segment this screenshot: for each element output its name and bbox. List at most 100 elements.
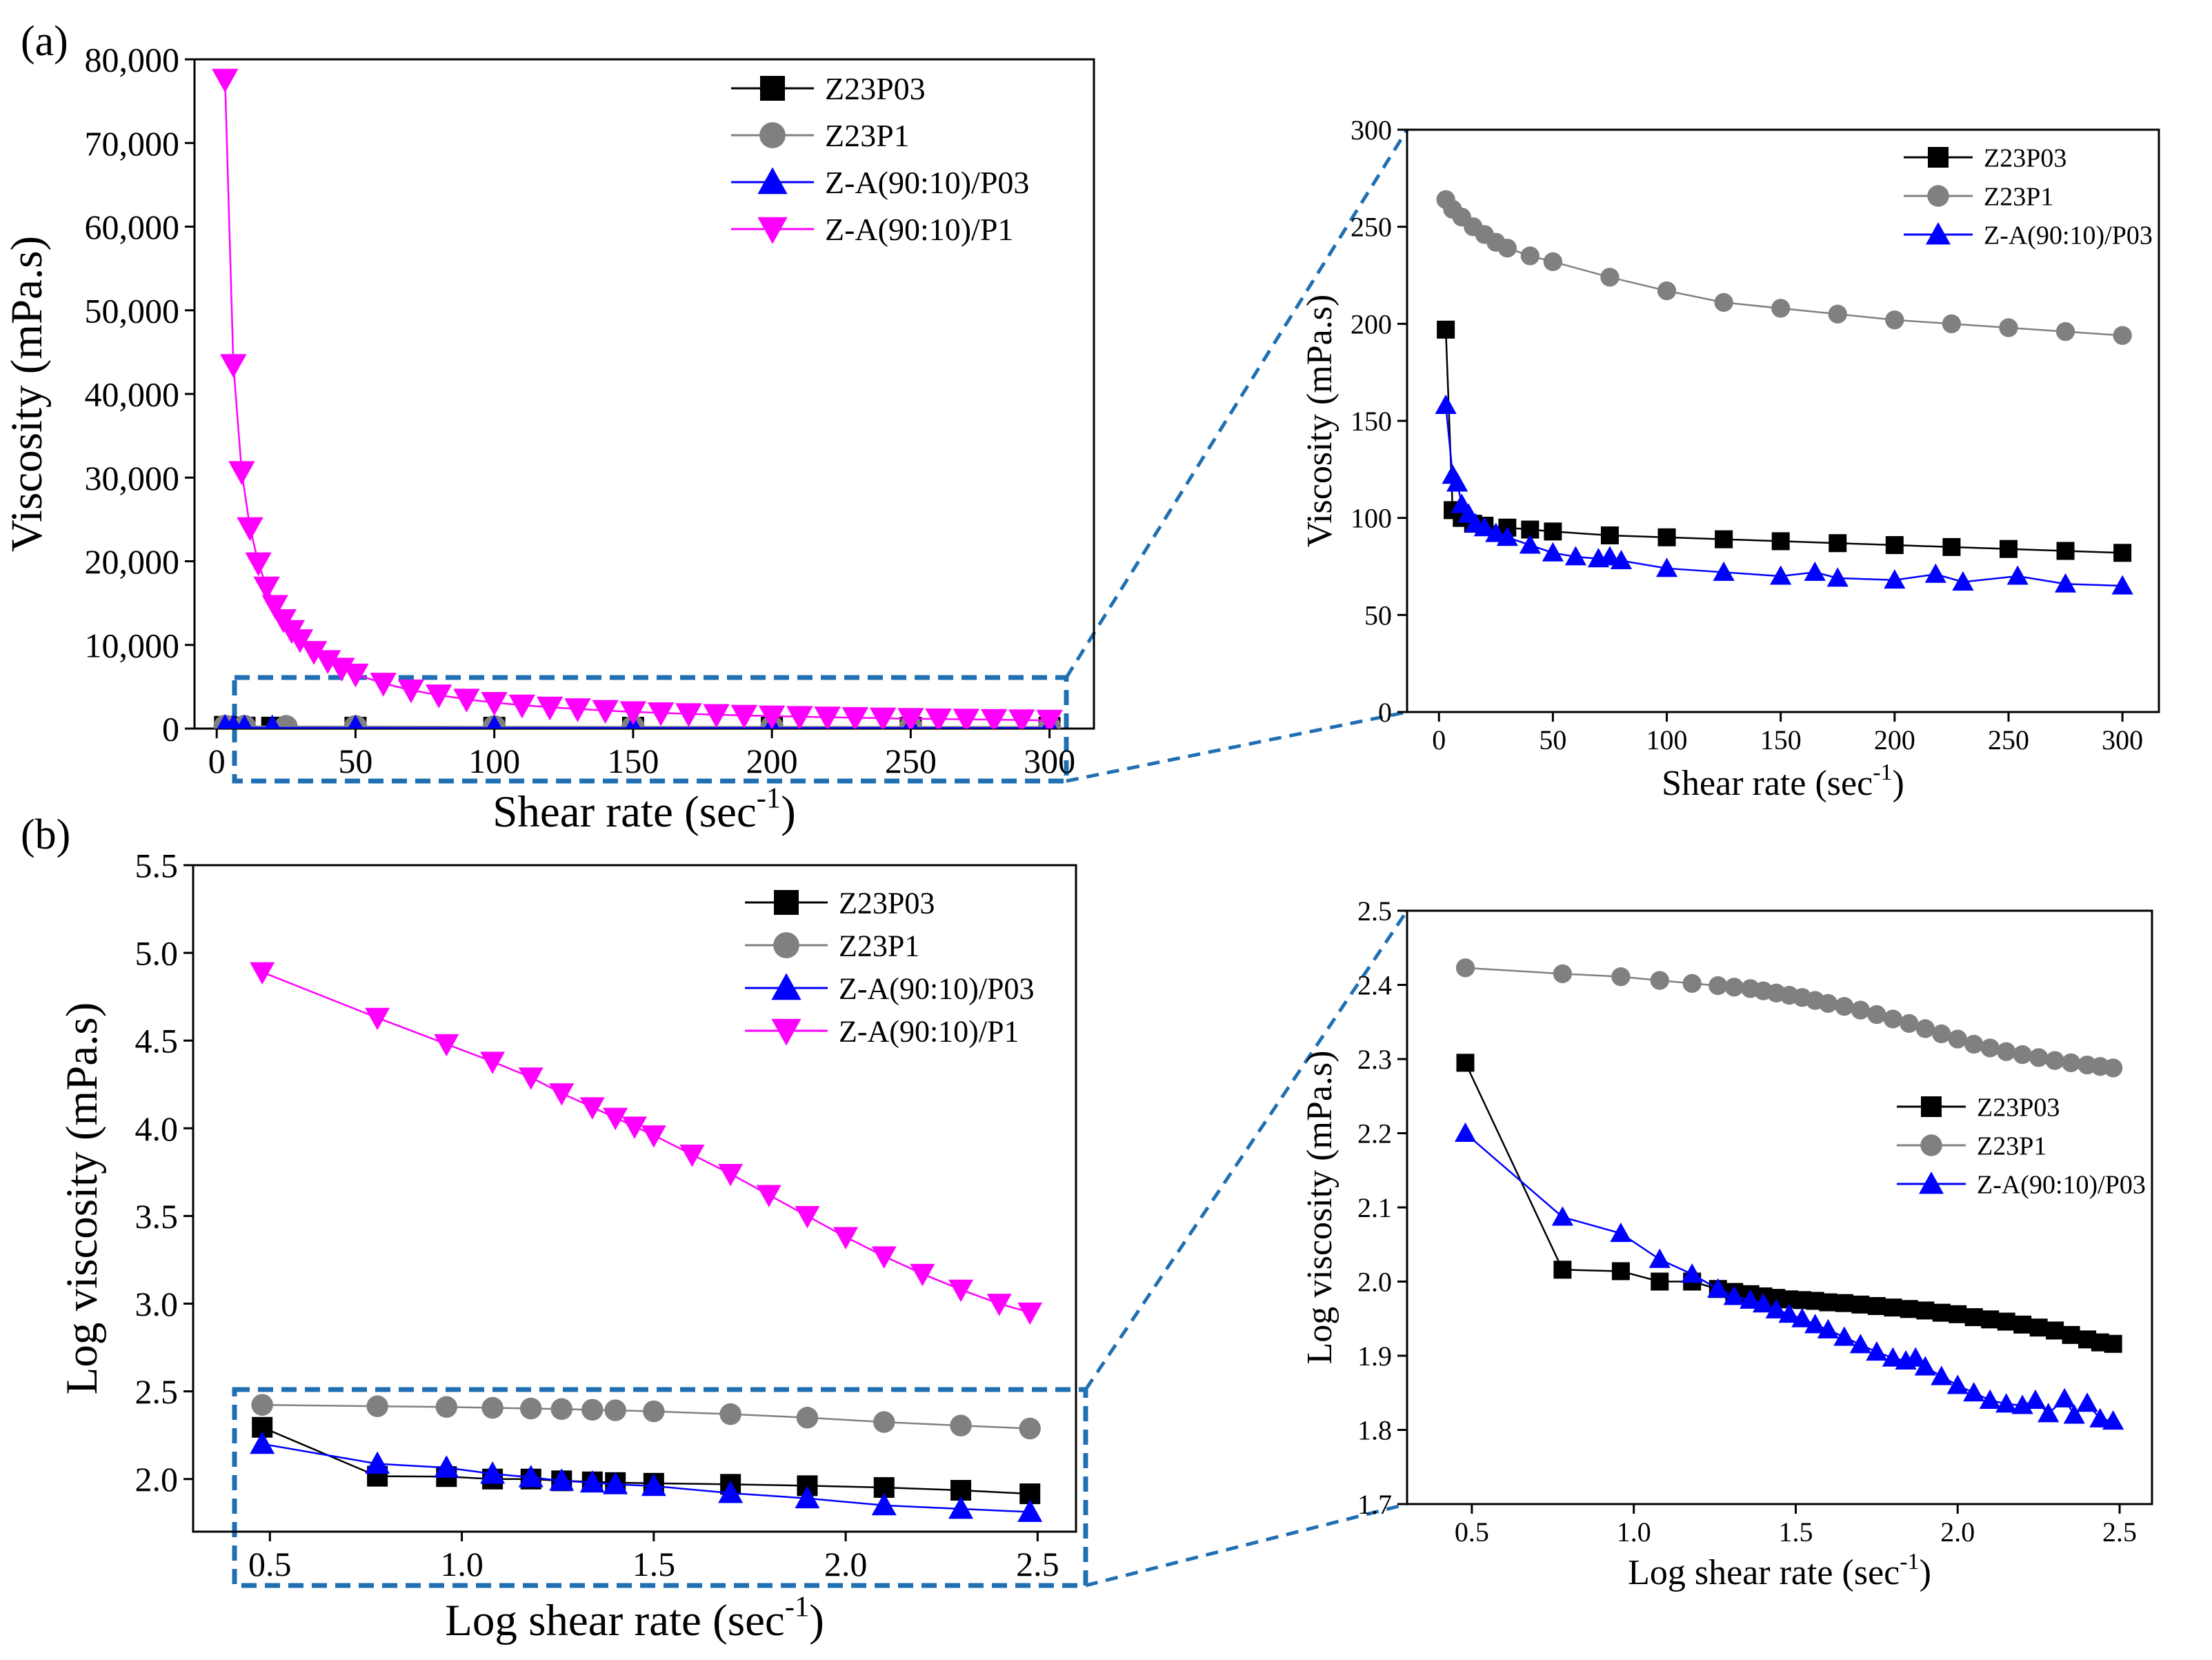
legend-marker <box>757 217 788 244</box>
data-point-z-a-90-10-p03 <box>1446 472 1468 492</box>
data-point-z-a-90-10-p03 <box>1681 1263 1703 1283</box>
data-point-z23p1 <box>1932 1024 1951 1044</box>
data-point-z23p1 <box>1915 1019 1935 1038</box>
data-point-z-a-90-10-p03 <box>1952 571 1974 591</box>
data-point-z23p1 <box>435 1396 458 1419</box>
legend-label: Z23P1 <box>1984 182 2053 211</box>
data-point-z23p1 <box>275 715 298 729</box>
y-tick-label: 1.9 <box>1357 1341 1392 1372</box>
data-point-z23p1 <box>719 1403 741 1425</box>
data-point-z23p1 <box>1708 976 1728 996</box>
data-point-z-a-90-10-p1 <box>314 650 341 674</box>
legend-item-z-a-90-10-p1: Z-A(90:10)/P1 <box>745 1014 1019 1048</box>
legend-label: Z23P03 <box>825 71 926 106</box>
data-point-z-a-90-10-p03 <box>2037 1403 2060 1423</box>
y-tick-label: 150 <box>1351 406 1392 437</box>
legend-label: Z23P03 <box>1984 144 2066 172</box>
data-point-z-a-90-10-p1 <box>370 673 397 697</box>
x-tick-label: 100 <box>1646 724 1688 755</box>
data-point-z-a-90-10-p1 <box>619 701 647 725</box>
x-axis-title: Log shear rate (sec-1) <box>445 1591 824 1646</box>
legend-item-z23p1: Z23P1 <box>1904 182 2053 211</box>
data-point-z-a-90-10-p03 <box>1707 1278 1729 1298</box>
data-point-z-a-90-10-p1 <box>342 663 369 688</box>
data-point-z23p1 <box>1497 238 1517 258</box>
data-point-z23p1 <box>1520 246 1540 266</box>
data-point-z-a-90-10-p03 <box>1931 1365 1953 1385</box>
data-point-z-a-90-10-p1 <box>786 706 813 729</box>
data-point-z23p03 <box>1942 537 1961 556</box>
data-point-z23p03 <box>1544 522 1562 541</box>
data-point-z-a-90-10-p1 <box>603 1107 628 1131</box>
data-point-z23p03 <box>1964 1308 1983 1327</box>
y-tick-label: 5.0 <box>135 934 179 973</box>
series-line-z-a-90-10-p03 <box>261 1443 1030 1513</box>
zoom-box-b <box>232 1387 1088 1588</box>
data-point-z-a-90-10-p03 <box>1770 565 1792 585</box>
data-point-z-a-90-10-p1 <box>397 679 425 704</box>
data-point-z-a-90-10-p03 <box>1610 549 1633 570</box>
y-tick-label: 5.5 <box>135 847 179 885</box>
data-point-z-a-90-10-p1 <box>869 707 897 729</box>
data-point-z-a-90-10-p1 <box>948 1279 974 1303</box>
data-point-z-a-90-10-p1 <box>480 1051 506 1074</box>
zoom-line-b-bottom <box>1085 1502 1408 1588</box>
data-point-z-a-90-10-p1 <box>953 709 980 729</box>
legend: Z23P03 Z23P1 Z-A(90:10)/P03 <box>1904 144 2153 250</box>
data-point-z-a-90-10-p03 <box>2102 1410 2124 1430</box>
legend-marker <box>771 1018 801 1046</box>
legend-marker <box>774 890 799 915</box>
data-point-z23p1 <box>2061 1053 2081 1073</box>
data-point-z-a-90-10-p1 <box>910 1263 935 1287</box>
series-z-a-90-10-p03 <box>1435 394 2133 595</box>
chart-b-zoom: 0.5 1.0 1.5 2.0 2.5 1.7 1.8 1.9 2.0 2.1 2.2 2.3 2.4 2… <box>1300 896 2153 1592</box>
data-point-z23p1 <box>1543 252 1563 271</box>
y-tick-label: 100 <box>1351 503 1392 534</box>
data-point-z-a-90-10-p1 <box>833 1227 859 1249</box>
data-point-z-a-90-10-p1 <box>703 704 730 729</box>
series-z-a-90-10-p03 <box>217 713 1057 729</box>
data-point-z-a-90-10-p03 <box>1995 1393 2017 1413</box>
x-tick-label: 150 <box>607 742 659 780</box>
data-point-z23p1 <box>1771 299 1791 318</box>
data-point-z-a-90-10-p03 <box>1713 561 1735 581</box>
data-point-z-a-90-10-p1 <box>261 595 288 619</box>
data-point-z23p03 <box>1916 1301 1935 1320</box>
legend-label: Z-A(90:10)/P03 <box>839 971 1035 1005</box>
data-point-z-a-90-10-p03 <box>1946 1374 1969 1394</box>
legend-item-z-a-90-10-p03: Z-A(90:10)/P03 <box>1904 221 2153 250</box>
data-point-z-a-90-10-p1 <box>718 1164 744 1187</box>
data-point-z23p1 <box>1611 967 1631 987</box>
series-z-a-90-10-p03 <box>1454 1122 2124 1430</box>
data-point-z-a-90-10-p03 <box>480 1461 506 1484</box>
data-point-z-a-90-10-p03 <box>2111 575 2133 595</box>
data-point-z-a-90-10-p03 <box>365 1451 390 1474</box>
legend-item-z23p03: Z23P03 <box>731 71 926 106</box>
data-point-z-a-90-10-p03 <box>1849 1334 1871 1354</box>
data-point-z23p03 <box>2029 1318 2048 1337</box>
data-point-z-a-90-10-p1 <box>758 705 786 729</box>
data-point-z-a-90-10-p1 <box>1036 709 1063 729</box>
x-tick-label: 300 <box>2102 724 2143 755</box>
data-point-z-a-90-10-p03 <box>1979 1389 2001 1409</box>
y-tick-label: 40,000 <box>85 375 180 414</box>
data-point-z23p03 <box>1900 1300 1918 1318</box>
data-point-z-a-90-10-p03 <box>1485 522 1507 542</box>
data-point-z-a-90-10-p1 <box>647 702 675 727</box>
y-axis-title: Viscosity (mPa.s) <box>1300 295 1339 548</box>
data-point-z-a-90-10-p03 <box>1804 561 1826 581</box>
y-tick-label: 50,000 <box>85 291 180 330</box>
data-point-z23p1 <box>1900 1014 1919 1034</box>
legend-marker <box>1926 222 1951 245</box>
data-point-z-a-90-10-p03 <box>2053 1387 2075 1407</box>
data-point-z23p1 <box>1714 293 1733 313</box>
data-point-z-a-90-10-p03 <box>1551 1206 1573 1226</box>
data-point-z23p1 <box>1657 281 1677 301</box>
data-point-z-a-90-10-p03 <box>1778 1303 1800 1323</box>
data-point-z-a-90-10-p1 <box>579 1097 605 1120</box>
y-tick-label: 2.0 <box>1357 1267 1392 1298</box>
data-point-z-a-90-10-p1 <box>814 707 841 729</box>
data-point-z23p03 <box>1997 1312 2015 1331</box>
legend-item-z-a-90-10-p03: Z-A(90:10)/P03 <box>745 971 1035 1005</box>
